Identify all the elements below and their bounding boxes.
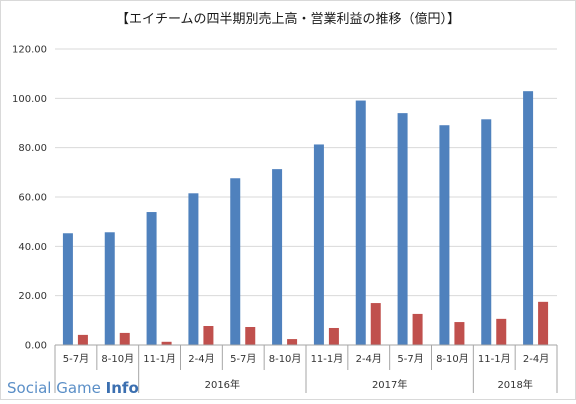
bar-series-0	[313, 144, 324, 345]
bar-series-1	[538, 301, 549, 345]
bar-series-0	[272, 169, 283, 345]
x-tick-label: 2-4月	[523, 353, 549, 365]
bar-series-1	[454, 322, 465, 345]
bar-series-0	[439, 125, 450, 345]
bar-series-1	[496, 318, 507, 345]
bar-series-1	[77, 334, 88, 345]
bar-series-0	[355, 100, 366, 345]
bar-series-1	[119, 332, 130, 345]
x-tick-label: 5-7月	[63, 353, 89, 365]
gridlines	[55, 48, 557, 346]
bar-series-0	[104, 232, 115, 345]
bar-series-1	[370, 303, 381, 345]
y-tick-label: 120.00	[12, 45, 47, 56]
x-tick-label: 11-1月	[478, 353, 511, 365]
chart-title: 【エイチームの四半期別売上高・営業利益の推移（億円）】	[116, 11, 460, 27]
bars	[62, 91, 549, 346]
bar-series-1	[245, 326, 256, 345]
bar-series-0	[523, 91, 534, 346]
bar-series-1	[161, 341, 172, 345]
bar-series-0	[397, 113, 408, 345]
x-tick-label: 5-7月	[397, 353, 423, 365]
bar-series-0	[188, 193, 199, 345]
year-group-label: 2018年	[497, 378, 532, 391]
bar-series-1	[328, 327, 339, 345]
bar-series-0	[230, 178, 241, 345]
bar-series-1	[412, 313, 423, 345]
bar-series-1	[203, 326, 214, 345]
y-tick-label: 80.00	[18, 143, 47, 154]
x-axis: 5-7月 8-10月 11-1月 2-4月 5-7月 8-10月 11-1月 2-4月 5-7月…	[54, 344, 558, 393]
watermark-text-1: Social Game	[7, 379, 106, 397]
y-tick-label: 40.00	[18, 242, 47, 253]
year-group-label: 2017年	[372, 378, 407, 391]
x-tick-label: 8-10月	[269, 353, 302, 365]
x-tick-label: 8-10月	[101, 353, 134, 365]
bar-series-1	[287, 339, 298, 345]
y-tick-label: 0.00	[25, 341, 47, 352]
watermark: Social Game Info	[7, 379, 139, 397]
svg-text:Social Game Info: Social Game Info	[7, 379, 139, 397]
x-tick-label: 11-1月	[143, 353, 176, 365]
watermark-text-2: Info	[106, 379, 139, 397]
y-axis: 0.00 20.00 40.00 60.00 80.00 100.00 120.00	[12, 45, 47, 352]
y-tick-label: 60.00	[18, 193, 47, 204]
x-tick-label: 2-4月	[188, 353, 214, 365]
bar-series-0	[146, 212, 157, 345]
x-tick-label: 5-7月	[230, 353, 256, 365]
bar-series-0	[481, 119, 492, 345]
bar-series-0	[62, 233, 73, 345]
year-group-label: 2016年	[205, 378, 240, 391]
y-tick-label: 100.00	[12, 94, 47, 105]
x-tick-label: 8-10月	[436, 353, 469, 365]
y-tick-label: 20.00	[18, 291, 47, 302]
x-tick-label: 2-4月	[356, 353, 382, 365]
x-tick-label: 11-1月	[311, 353, 344, 365]
